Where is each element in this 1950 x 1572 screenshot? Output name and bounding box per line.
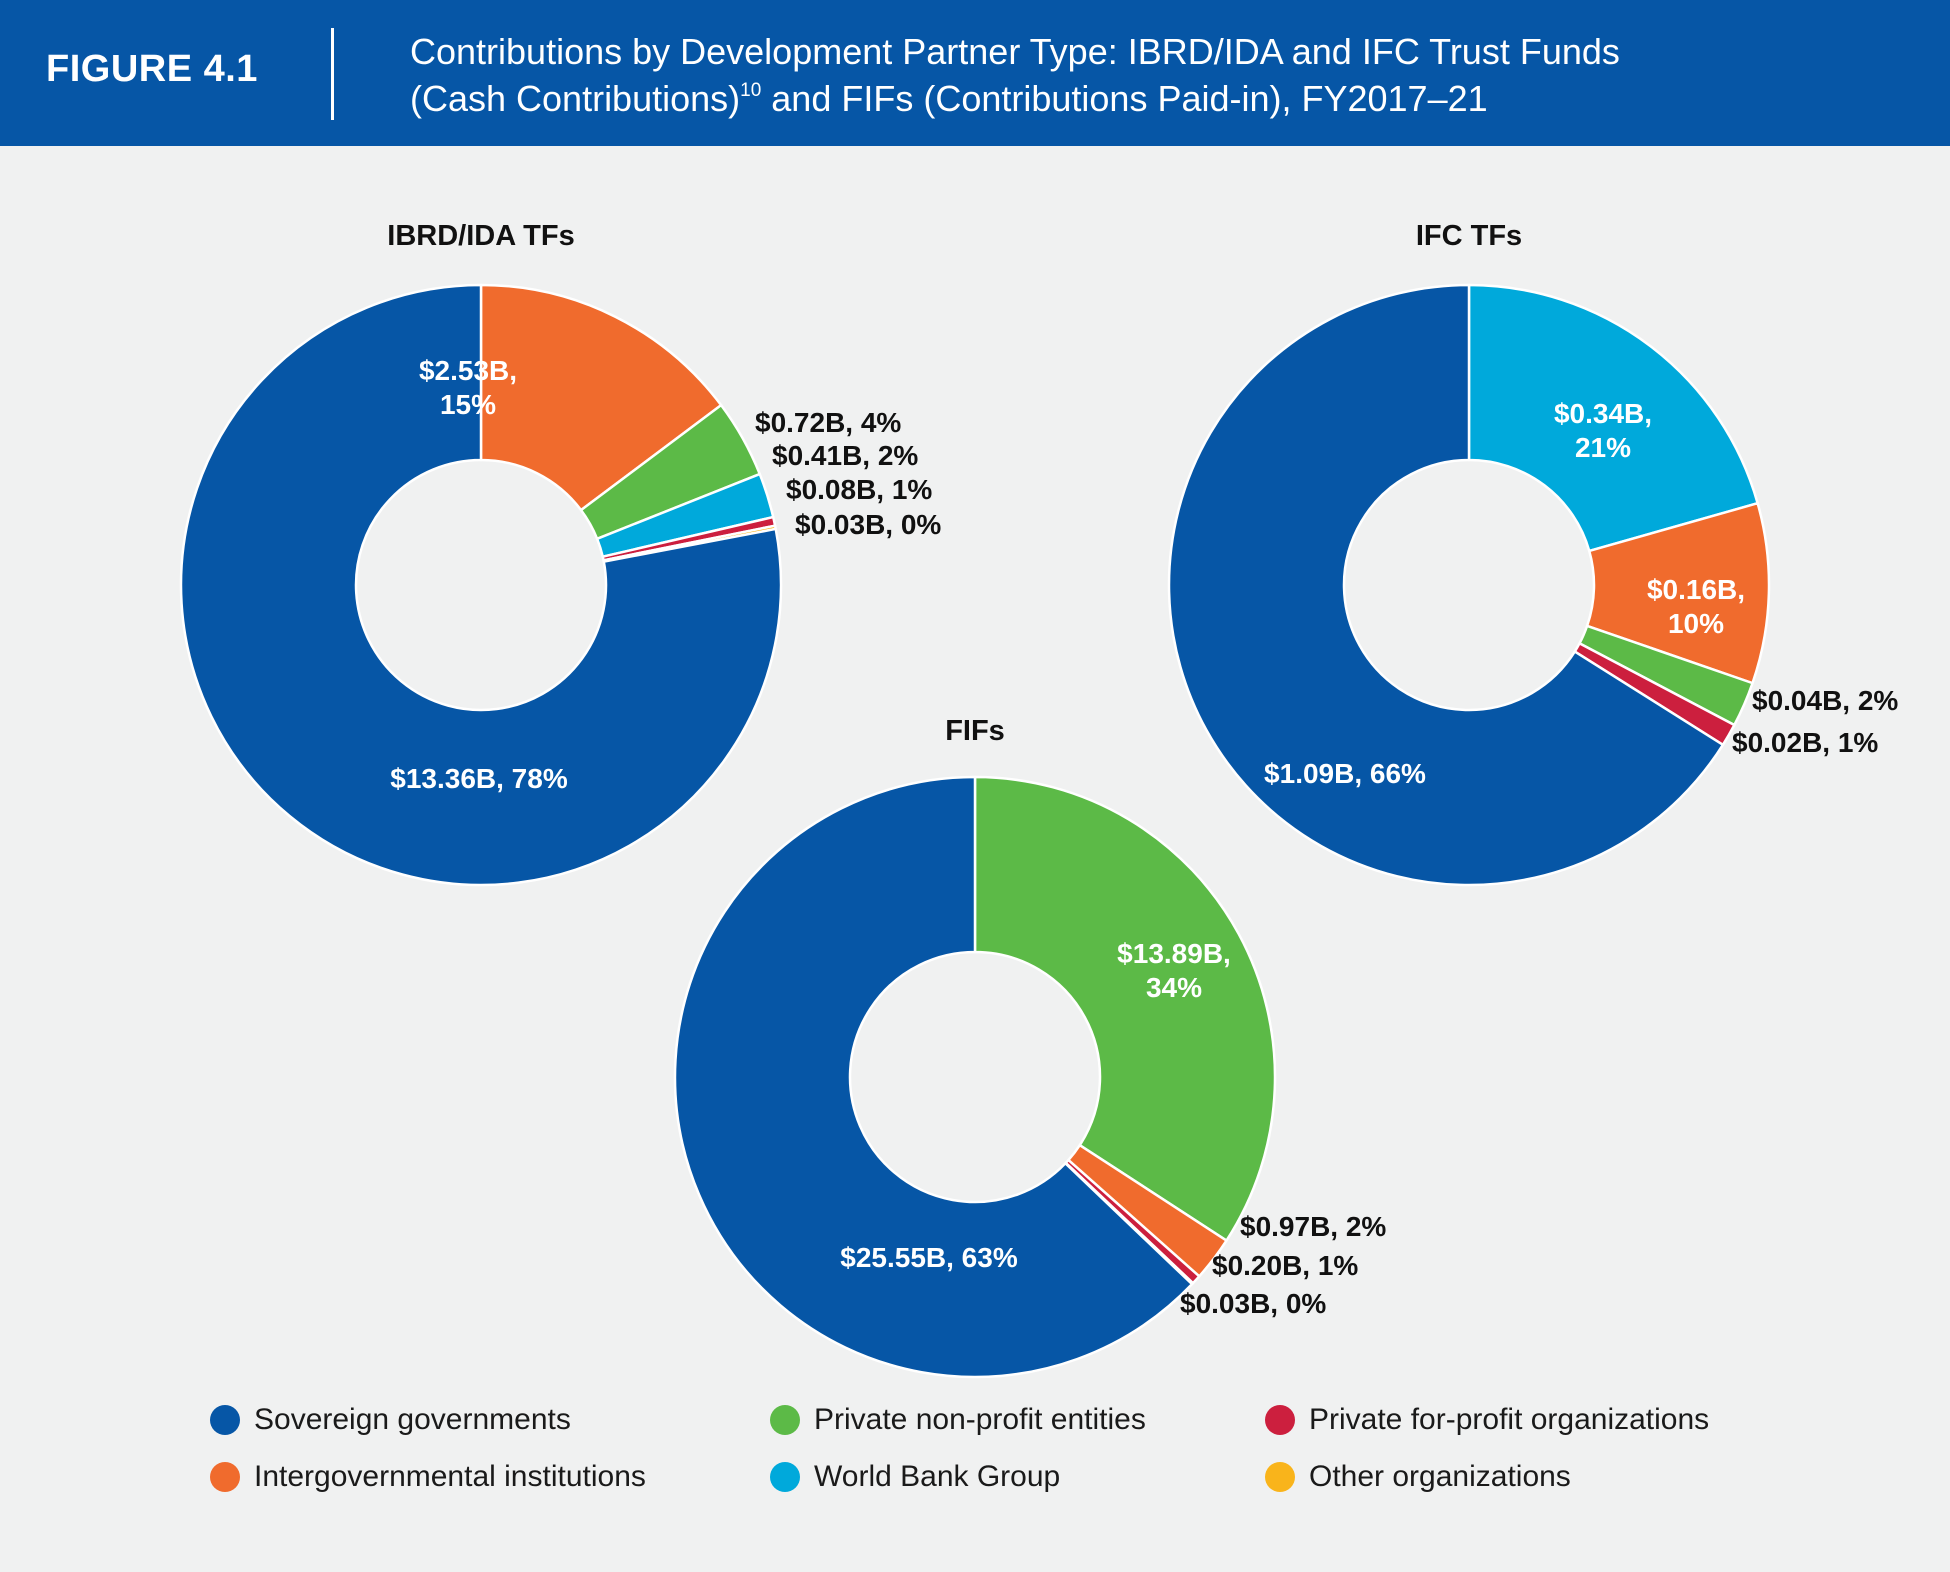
figure-label: FIGURE 4.1	[46, 48, 258, 90]
data-label-forprofit: $0.20B, 1%	[1212, 1250, 1358, 1281]
legend-item-wbg: World Bank Group	[770, 1457, 1060, 1497]
legend-item-intergovernmental: Intergovernmental institutions	[210, 1457, 646, 1497]
legend-item-nonprofit: Private non-profit entities	[770, 1400, 1146, 1440]
data-label-wbg: $0.34B, 21%	[1554, 398, 1652, 463]
legend-swatch-forprofit	[1265, 1405, 1295, 1435]
chart-title: IFC TFs	[1416, 220, 1522, 252]
figure-title-footnote: 10	[740, 80, 762, 101]
slice-wbg	[1467, 283, 1759, 553]
legend-swatch-other	[1265, 1462, 1295, 1492]
data-label-intergovernmental: $0.16B, 10%	[1647, 574, 1745, 639]
legend-label-intergovernmental: Intergovernmental institutions	[254, 1460, 646, 1493]
slice-intergovernmental	[479, 283, 723, 512]
data-label-intergovernmental: $0.97B, 2%	[1240, 1211, 1386, 1242]
legend-item-other: Other organizations	[1265, 1457, 1571, 1497]
data-label-other: $0.03B, 0%	[1180, 1288, 1326, 1319]
data-label-sovereign: $13.36B, 78%	[390, 763, 568, 794]
data-label-nonprofit: $0.04B, 2%	[1752, 685, 1898, 716]
data-label-other: $0.03B, 0%	[795, 509, 941, 540]
chart-title: IBRD/IDA TFs	[387, 220, 574, 252]
header-divider	[331, 28, 334, 120]
slice-sovereign	[673, 775, 1194, 1379]
donut-chart-3: FIFs $13.89B, 34% $0.97B, 2% $0.20B, 1% $0.03…	[673, 715, 1386, 1379]
legend-swatch-wbg	[770, 1462, 800, 1492]
data-label-wbg: $0.41B, 2%	[772, 440, 918, 471]
legend-label-other: Other organizations	[1309, 1460, 1571, 1493]
legend-swatch-nonprofit	[770, 1405, 800, 1435]
figure-title-line2-pre: (Cash Contributions)	[410, 78, 741, 119]
figure-title-line2-post: and FIFs (Contributions Paid-in), FY2017…	[761, 78, 1488, 119]
figure-header: FIGURE 4.1 Contributions by Development …	[0, 0, 1950, 146]
figure-title-line1: Contributions by Development Partner Typ…	[410, 31, 1620, 72]
legend-swatch-intergovernmental	[210, 1462, 240, 1492]
legend-swatch-sovereign	[210, 1405, 240, 1435]
data-label-forprofit: $0.08B, 1%	[786, 474, 932, 505]
chart-title: FIFs	[945, 715, 1005, 747]
legend: Sovereign governments Private non-profit…	[210, 1400, 1810, 1520]
slice-nonprofit	[973, 775, 1277, 1242]
donut-chart-1: IBRD/IDA TFs $2.53B, 15% $0.72B, 4%$0.41B, …	[179, 220, 941, 887]
data-label-intergovernmental: $2.53B, 15%	[419, 355, 517, 420]
legend-label-forprofit: Private for-profit organizations	[1309, 1403, 1710, 1436]
legend-label-nonprofit: Private non-profit entities	[814, 1403, 1146, 1436]
donut-chart-2: IFC TFs $0.34B, 21% $0.16B, 10% $0.04B, 2% $0.…	[1167, 220, 1898, 887]
figure-title: Contributions by Development Partner Typ…	[410, 28, 1910, 122]
data-label-nonprofit: $0.72B, 4%	[755, 407, 901, 438]
data-label-sovereign: $25.55B, 63%	[840, 1242, 1018, 1273]
legend-item-forprofit: Private for-profit organizations	[1265, 1400, 1709, 1440]
data-label-nonprofit: $13.89B, 34%	[1117, 938, 1231, 1003]
legend-label-wbg: World Bank Group	[814, 1460, 1061, 1493]
legend-item-sovereign: Sovereign governments	[210, 1400, 571, 1440]
slice-sovereign	[1167, 283, 1725, 887]
data-label-forprofit: $0.02B, 1%	[1732, 727, 1878, 758]
slice-sovereign	[179, 283, 783, 887]
data-label-sovereign: $1.09B, 66%	[1264, 758, 1426, 789]
legend-label-sovereign: Sovereign governments	[254, 1403, 571, 1436]
